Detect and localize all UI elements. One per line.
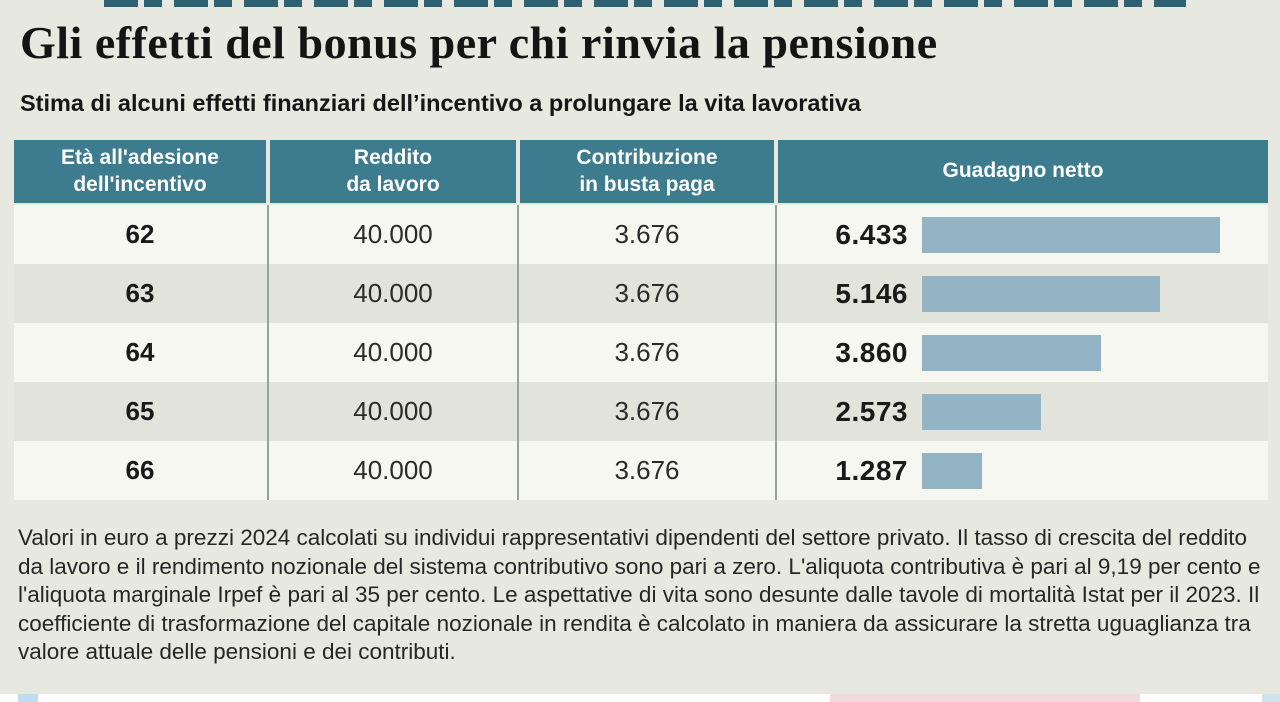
column-header-guadagno: Guadagno netto <box>778 140 1268 203</box>
cropped-fragment <box>830 694 1140 702</box>
table-row: 66 40.000 3.676 1.287 <box>14 441 1268 500</box>
guadagno-value: 3.860 <box>835 336 908 368</box>
guadagno-value: 6.433 <box>835 218 908 250</box>
cell-guadagno: 1.287 <box>778 452 1268 489</box>
column-separator <box>267 205 269 500</box>
table-header-row: Età all'adesione dell'incentivo Reddito … <box>14 140 1268 203</box>
cell-guadagno: 6.433 <box>778 216 1268 253</box>
methodology-footnote: Valori in euro a prezzi 2024 calcolati s… <box>18 525 1261 664</box>
cell-contribuzione: 3.676 <box>614 337 680 367</box>
cell-contribuzione: 3.676 <box>614 396 680 426</box>
guadagno-value: 1.287 <box>835 454 908 486</box>
guadagno-bar <box>922 275 1160 312</box>
column-header-reddito: Reddito da lavoro <box>270 140 516 203</box>
table-body: 62 40.000 3.676 6.433 63 40.000 3.676 5.… <box>14 205 1268 500</box>
cell-reddito: 40.000 <box>353 337 433 367</box>
column-separator <box>775 205 777 500</box>
cell-guadagno: 3.860 <box>778 334 1268 371</box>
pension-bonus-table: Età all'adesione dell'incentivo Reddito … <box>14 140 1268 500</box>
guadagno-bar <box>922 334 1101 371</box>
cropped-headline-band <box>104 0 1186 7</box>
table-row: 63 40.000 3.676 5.146 <box>14 264 1268 323</box>
column-header-eta: Età all'adesione dell'incentivo <box>14 140 266 203</box>
cell-reddito: 40.000 <box>353 455 433 485</box>
cell-contribuzione: 3.676 <box>614 455 680 485</box>
table-row: 64 40.000 3.676 3.860 <box>14 323 1268 382</box>
cell-guadagno: 2.573 <box>778 393 1268 430</box>
cell-eta: 63 <box>125 278 155 308</box>
guadagno-bar <box>922 452 982 489</box>
column-header-contribuzione: Contribuzione in busta paga <box>520 140 774 203</box>
cell-contribuzione: 3.676 <box>614 219 680 249</box>
cell-contribuzione: 3.676 <box>614 278 680 308</box>
guadagno-bar <box>922 216 1220 253</box>
guadagno-value: 5.146 <box>835 277 908 309</box>
guadagno-bar <box>922 393 1041 430</box>
cell-reddito: 40.000 <box>353 396 433 426</box>
column-separator <box>517 205 519 500</box>
page-title: Gli effetti del bonus per chi rinvia la … <box>20 17 938 68</box>
cropped-fragment <box>18 694 38 702</box>
cropped-bottom-strip <box>0 694 1280 702</box>
guadagno-value: 2.573 <box>835 395 908 427</box>
cell-guadagno: 5.146 <box>778 275 1268 312</box>
cropped-fragment <box>1262 694 1280 702</box>
table-row: 62 40.000 3.676 6.433 <box>14 205 1268 264</box>
cell-reddito: 40.000 <box>353 278 433 308</box>
table-row: 65 40.000 3.676 2.573 <box>14 382 1268 441</box>
page-subtitle: Stima di alcuni effetti finanziari dell’… <box>20 90 861 116</box>
cell-reddito: 40.000 <box>353 219 433 249</box>
cell-eta: 65 <box>125 396 155 426</box>
cell-eta: 64 <box>125 337 155 367</box>
cell-eta: 66 <box>125 455 155 485</box>
cell-eta: 62 <box>125 219 155 249</box>
